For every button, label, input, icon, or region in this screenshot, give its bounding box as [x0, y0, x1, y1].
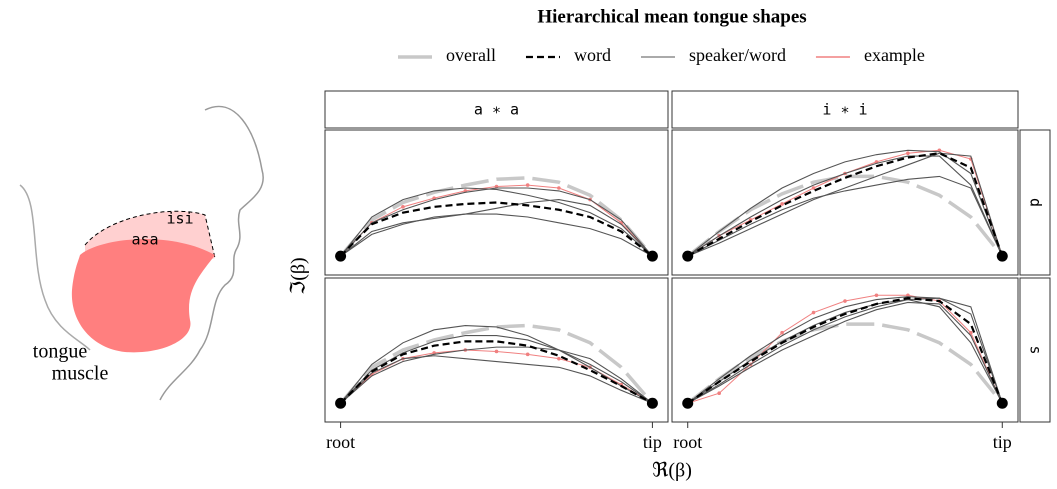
x-tick-label: root [326, 432, 355, 452]
endpoint [647, 398, 658, 409]
legend-label: word [574, 45, 611, 65]
example-point [875, 293, 879, 297]
column-label: i ∗ i [822, 101, 867, 119]
endpoint [997, 398, 1008, 409]
panel [325, 130, 668, 275]
x-axis-label: ℜ(β) [652, 460, 692, 482]
legend-label: example [864, 45, 925, 65]
x-tick-label: tip [643, 432, 662, 452]
example-point [906, 151, 910, 155]
endpoint [335, 251, 346, 262]
legend-label: speaker/word [689, 45, 786, 65]
example-point [557, 357, 561, 361]
endpoint [335, 398, 346, 409]
panel [672, 130, 1018, 275]
endpoint [997, 251, 1008, 262]
isi-label: isi [166, 210, 193, 228]
example-point [717, 391, 721, 395]
tongue [72, 239, 215, 352]
endpoint [682, 398, 693, 409]
example-point [557, 186, 561, 190]
x-tick-label: tip [993, 432, 1012, 452]
y-axis-label: ℑ(β) [288, 257, 310, 294]
example-point [495, 350, 499, 354]
example-point [401, 205, 405, 209]
row-label: d [1027, 198, 1045, 207]
example-point [526, 353, 530, 357]
endpoint [682, 251, 693, 262]
example-point [780, 331, 784, 335]
row-label: s [1027, 345, 1045, 354]
figure: isi asa tongue muscle Hierarchical mean … [0, 0, 1057, 489]
chart-title: Hierarchical mean tongue shapes [537, 6, 806, 27]
caption: muscle [52, 363, 109, 385]
x-tick-label: root [673, 432, 702, 452]
example-point [843, 299, 847, 303]
legend-label: overall [446, 45, 496, 65]
caption: tongue [33, 341, 88, 363]
example-point [780, 202, 784, 206]
example-point [526, 183, 530, 187]
column-label: a ∗ a [474, 101, 519, 119]
example-point [812, 311, 816, 315]
endpoint [647, 251, 658, 262]
illustration: isi asa tongue muscle [20, 106, 263, 400]
asa-label: asa [131, 231, 158, 249]
